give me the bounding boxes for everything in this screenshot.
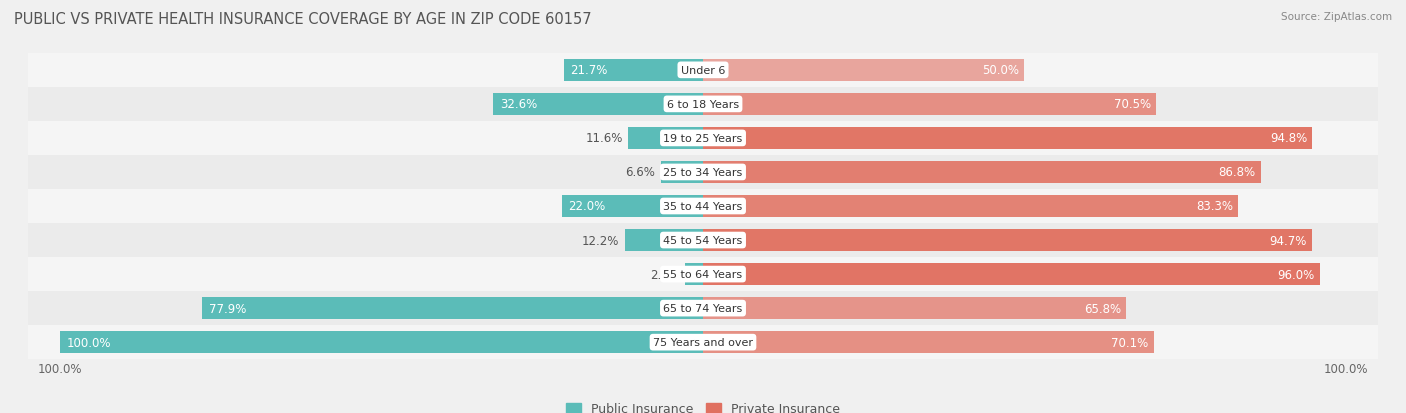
Bar (703, 94, 1156, 116)
Text: 32.6%: 32.6% (501, 98, 537, 111)
Bar (202, 297, 703, 319)
Bar (703, 331, 1153, 354)
Text: 94.8%: 94.8% (1270, 132, 1308, 145)
Text: 65 to 74 Years: 65 to 74 Years (664, 304, 742, 313)
Text: 77.9%: 77.9% (208, 302, 246, 315)
Legend: Public Insurance, Private Insurance: Public Insurance, Private Insurance (561, 397, 845, 413)
Bar (28, 325, 1378, 359)
Text: 25 to 34 Years: 25 to 34 Years (664, 168, 742, 178)
Text: 94.7%: 94.7% (1270, 234, 1306, 247)
Text: 86.8%: 86.8% (1219, 166, 1256, 179)
Bar (561, 195, 703, 218)
Bar (28, 223, 1378, 257)
Bar (703, 229, 1312, 252)
Text: 12.2%: 12.2% (582, 234, 620, 247)
Text: 45 to 54 Years: 45 to 54 Years (664, 235, 742, 245)
Text: 75 Years and over: 75 Years and over (652, 337, 754, 347)
Text: 70.5%: 70.5% (1114, 98, 1152, 111)
Text: 100.0%: 100.0% (66, 336, 111, 349)
Bar (661, 161, 703, 183)
Bar (703, 128, 1312, 150)
Bar (60, 331, 703, 354)
Text: 21.7%: 21.7% (569, 64, 607, 77)
Bar (703, 297, 1126, 319)
Text: 22.0%: 22.0% (568, 200, 605, 213)
Bar (28, 121, 1378, 156)
Bar (564, 59, 703, 82)
Bar (28, 257, 1378, 292)
Bar (685, 263, 703, 285)
Bar (703, 195, 1239, 218)
Text: 96.0%: 96.0% (1278, 268, 1315, 281)
Text: 55 to 64 Years: 55 to 64 Years (664, 269, 742, 280)
Bar (494, 94, 703, 116)
Text: 65.8%: 65.8% (1084, 302, 1121, 315)
Bar (624, 229, 703, 252)
Bar (703, 59, 1025, 82)
Bar (28, 88, 1378, 121)
Text: 2.8%: 2.8% (650, 268, 681, 281)
Text: 11.6%: 11.6% (586, 132, 623, 145)
Bar (703, 161, 1261, 183)
Text: 19 to 25 Years: 19 to 25 Years (664, 133, 742, 144)
Bar (28, 54, 1378, 88)
Bar (628, 128, 703, 150)
Bar (28, 156, 1378, 190)
Bar (28, 292, 1378, 325)
Text: 70.1%: 70.1% (1111, 336, 1149, 349)
Text: 6.6%: 6.6% (626, 166, 655, 179)
Text: PUBLIC VS PRIVATE HEALTH INSURANCE COVERAGE BY AGE IN ZIP CODE 60157: PUBLIC VS PRIVATE HEALTH INSURANCE COVER… (14, 12, 592, 27)
Bar (28, 190, 1378, 223)
Text: Source: ZipAtlas.com: Source: ZipAtlas.com (1281, 12, 1392, 22)
Text: 50.0%: 50.0% (983, 64, 1019, 77)
Text: 35 to 44 Years: 35 to 44 Years (664, 202, 742, 211)
Text: 83.3%: 83.3% (1197, 200, 1233, 213)
Bar (703, 263, 1320, 285)
Text: Under 6: Under 6 (681, 66, 725, 76)
Text: 6 to 18 Years: 6 to 18 Years (666, 100, 740, 109)
